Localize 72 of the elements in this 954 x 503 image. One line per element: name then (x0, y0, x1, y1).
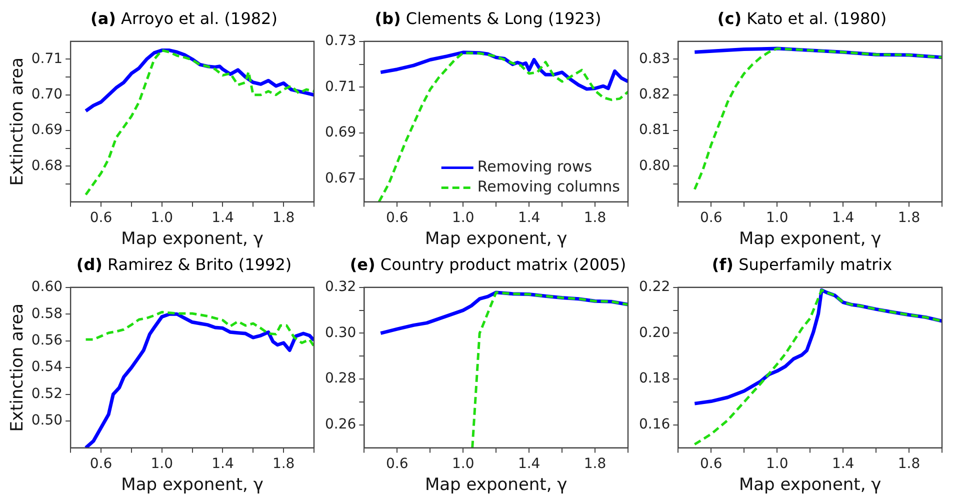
x-tick-label: 0.6 (386, 210, 408, 226)
y-tick-label: 0.30 (325, 324, 356, 341)
x-tick-label: 0.6 (90, 210, 112, 226)
y-tick-label: 0.60 (31, 279, 63, 296)
x-tick-label: 1.0 (766, 456, 788, 472)
y-tick-label: 0.69 (31, 122, 63, 138)
x-tick-label: 1.8 (898, 456, 920, 472)
y-tick-label: 0.32 (325, 279, 356, 296)
y-tick-label: 0.28 (325, 370, 356, 387)
line-series (84, 310, 314, 348)
x-axis-title: Map exponent, γ (738, 475, 882, 496)
x-tick-label: 0.6 (700, 456, 722, 472)
y-tick-label: 0.54 (31, 359, 63, 376)
x-tick-label: 1.4 (518, 210, 540, 226)
line-series (471, 291, 628, 448)
x-tick-label: 0.6 (700, 210, 722, 226)
y-tick-label: 0.68 (31, 158, 63, 174)
line-series (84, 49, 314, 196)
x-tick-label: 0.6 (90, 456, 112, 472)
y-tick-label: 0.20 (639, 324, 670, 341)
y-tick-label: 0.71 (31, 50, 63, 67)
x-tick-label: 1.4 (212, 456, 234, 472)
legend-label: Removing rows (477, 158, 592, 176)
x-axis-title: Map exponent, γ (121, 475, 264, 496)
x-tick-label: 1.4 (518, 456, 540, 472)
y-tick-label: 0.50 (31, 412, 63, 429)
chart-title: (b) Clements & Long (1923) (374, 9, 602, 28)
x-tick-label: 1.0 (452, 210, 474, 226)
x-tick-label: 1.8 (584, 456, 606, 472)
x-tick-label: 1.4 (832, 210, 854, 226)
y-tick-label: 0.80 (639, 158, 670, 174)
x-tick-label: 1.0 (766, 210, 788, 226)
y-tick-label: 0.83 (639, 50, 670, 67)
legend-label: Removing columns (477, 178, 620, 196)
y-tick-label: 0.52 (31, 386, 63, 402)
x-axis-title: Map exponent, γ (121, 229, 264, 250)
chart-title: (d) Ramirez & Brito (1992) (76, 255, 292, 274)
y-tick-label: 0.16 (639, 416, 670, 433)
y-tick-label: 0.70 (31, 86, 63, 103)
y-tick-label: 0.82 (639, 86, 670, 103)
chart-title: (f) Superfamily matrix (712, 255, 892, 274)
chart-title: (e) Country product matrix (2005) (350, 255, 626, 274)
x-axis-title: Map exponent, γ (424, 475, 568, 496)
x-tick-label: 1.8 (272, 456, 295, 472)
line-series (693, 288, 942, 446)
x-tick-label: 1.8 (898, 210, 920, 226)
y-tick-label: 0.56 (31, 332, 63, 349)
chart-title: (a) Arroyo et al. (1982) (90, 9, 278, 28)
x-tick-label: 1.0 (150, 456, 173, 472)
y-axis-title: Extinction area (8, 58, 28, 186)
y-tick-label: 0.71 (325, 78, 356, 95)
line-series (378, 52, 628, 202)
x-tick-label: 1.4 (832, 456, 854, 472)
y-tick-label: 0.22 (639, 279, 670, 296)
y-axis-title: Extinction area (8, 304, 28, 432)
x-tick-label: 1.0 (452, 456, 474, 472)
line-series (693, 47, 942, 191)
x-tick-label: 1.8 (584, 210, 606, 226)
y-tick-label: 0.18 (639, 370, 670, 387)
chart-title: (c) Kato et al. (1980) (717, 9, 887, 28)
x-tick-label: 1.4 (212, 210, 234, 226)
x-tick-label: 1.0 (150, 210, 173, 226)
y-tick-label: 0.26 (325, 416, 356, 433)
y-tick-label: 0.69 (325, 124, 356, 141)
y-tick-label: 0.67 (325, 170, 356, 187)
y-tick-label: 0.81 (639, 122, 670, 138)
y-tick-label: 0.73 (325, 33, 356, 50)
x-axis-title: Map exponent, γ (424, 229, 568, 250)
x-tick-label: 1.8 (272, 210, 295, 226)
x-tick-label: 0.6 (386, 456, 408, 472)
x-axis-title: Map exponent, γ (738, 229, 882, 250)
y-tick-label: 0.58 (31, 306, 63, 322)
